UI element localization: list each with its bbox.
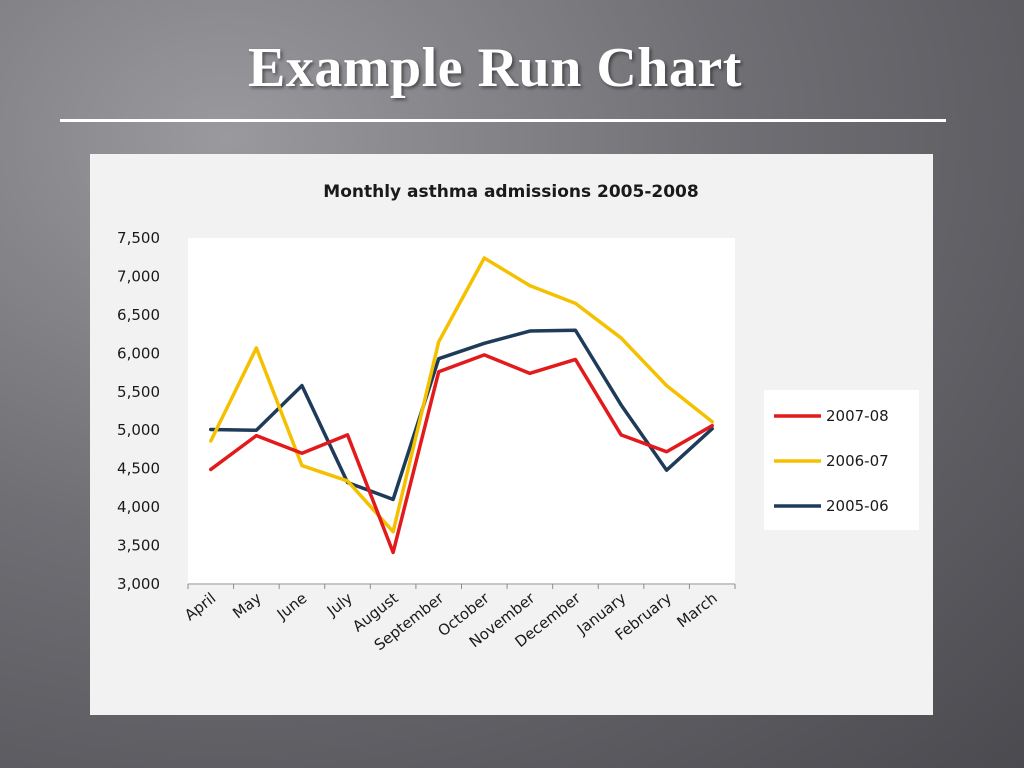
slide-title: Example Run Chart: [248, 37, 742, 99]
x-tick-label: March: [674, 589, 721, 631]
y-tick-label: 7,500: [117, 229, 160, 247]
x-tick-label: May: [229, 589, 265, 622]
series-line-2007-08: [209, 353, 714, 555]
x-axis: April May June JulyAugustSeptemberOctoberNo…: [181, 584, 736, 654]
y-tick-label: 4,500: [117, 460, 160, 478]
chart-panel: Monthly asthma admissions 2005-2008 3,00…: [90, 154, 933, 715]
legend: 2007-08 2006-07 2005-06: [774, 407, 889, 515]
y-tick-label: 4,000: [117, 498, 160, 516]
y-tick-label: 5,500: [117, 383, 160, 401]
legend-label: 2007-08: [826, 407, 889, 425]
x-tick-label: April: [181, 589, 219, 624]
run-chart: Monthly asthma admissions 2005-2008 3,00…: [117, 182, 919, 654]
series-lines: [209, 256, 714, 555]
y-tick-label: 6,000: [117, 344, 160, 362]
series-line-2005-06: [209, 328, 714, 502]
y-tick-label: 6,500: [117, 306, 160, 324]
y-tick-label: 7,000: [117, 267, 160, 285]
y-tick-label: 3,000: [117, 575, 160, 593]
plot-area: [188, 238, 735, 585]
y-tick-label: 3,500: [117, 537, 160, 555]
chart-title: Monthly asthma admissions 2005-2008: [323, 182, 698, 202]
legend-label: 2006-07: [826, 452, 889, 470]
y-axis: 3,000 3,500 4,000 4,500 5,000 5,500 6,000 6,500…: [117, 229, 160, 593]
legend-label: 2005-06: [826, 497, 889, 515]
y-tick-label: 5,000: [117, 421, 160, 439]
x-tick-label: July: [323, 589, 356, 620]
series-line-2006-07: [209, 256, 714, 534]
x-tick-label: June: [273, 589, 311, 624]
title-divider: [60, 119, 946, 122]
